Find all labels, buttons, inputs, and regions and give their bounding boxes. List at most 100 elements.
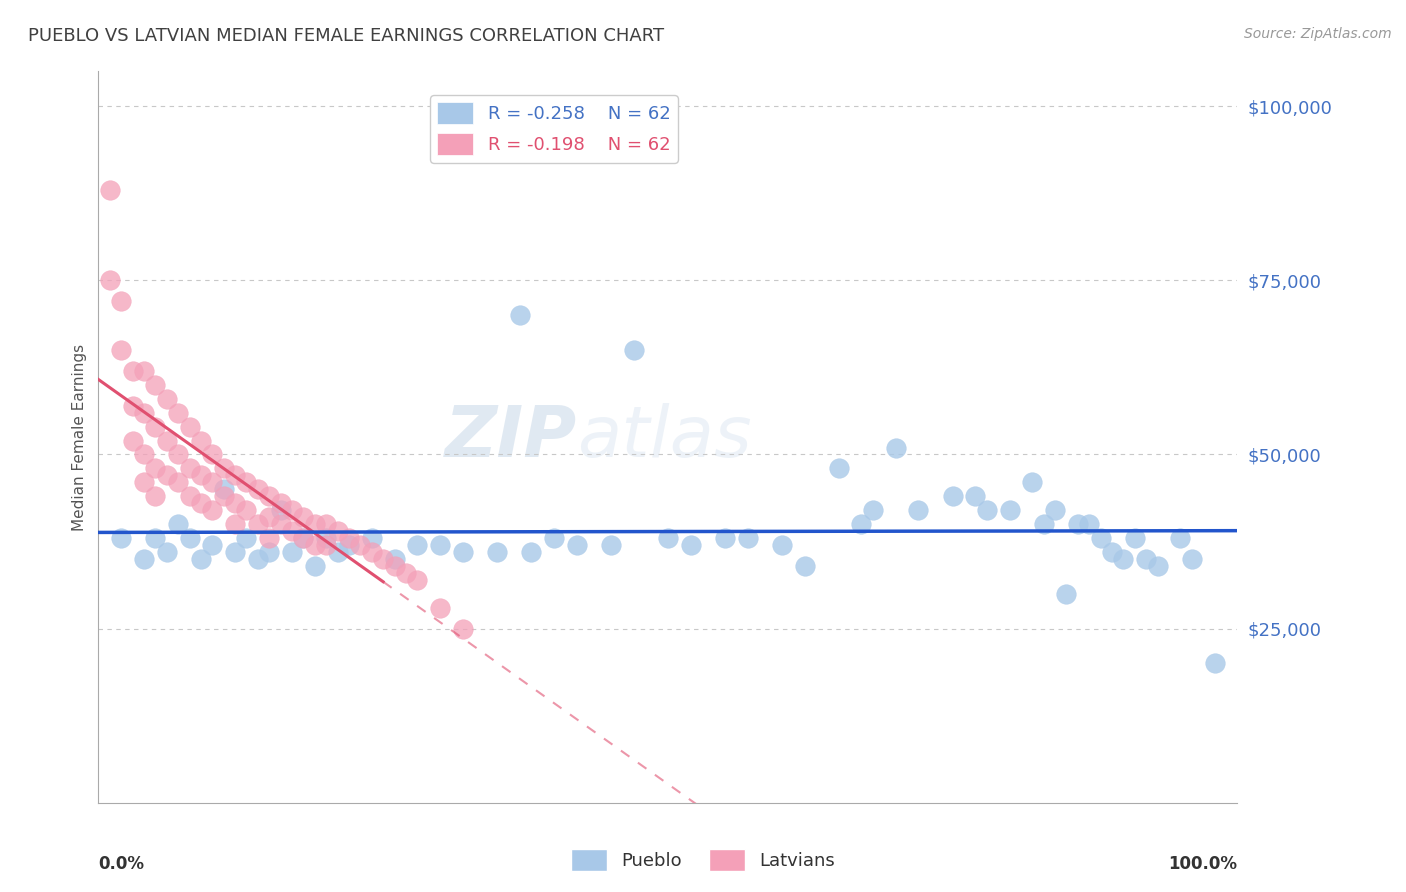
Point [451,545,474,559]
Text: 100.0%: 100.0% [1168,855,1237,873]
Point [315,531,337,545]
Point [862,503,884,517]
Point [965,489,987,503]
Point [1112,552,1135,566]
Point [884,441,907,455]
Point [304,517,326,532]
Point [600,538,623,552]
Point [1021,475,1043,490]
Point [1043,503,1066,517]
Point [942,489,965,503]
Point [201,538,224,552]
Y-axis label: Median Female Earnings: Median Female Earnings [72,343,87,531]
Point [179,531,201,545]
Point [281,545,304,559]
Point [976,503,998,517]
Point [406,573,429,587]
Point [110,294,132,309]
Point [156,468,179,483]
Point [509,308,531,322]
Point [326,545,349,559]
Point [259,531,281,545]
Point [145,461,167,475]
Point [259,489,281,503]
Point [270,496,292,510]
Point [179,489,201,503]
Point [201,503,224,517]
Point [281,503,304,517]
Point [851,517,873,532]
Point [259,510,281,524]
Point [98,273,121,287]
Point [270,503,292,517]
Point [1135,552,1157,566]
Point [1078,517,1101,532]
Point [1090,531,1112,545]
Point [623,343,645,357]
Point [201,475,224,490]
Point [565,538,588,552]
Point [292,531,315,545]
Point [657,531,679,545]
Point [1146,558,1168,573]
Point [429,600,451,615]
Point [212,461,235,475]
Point [360,545,382,559]
Legend: Pueblo, Latvians: Pueblo, Latvians [564,842,842,879]
Point [110,531,132,545]
Point [179,461,201,475]
Point [1204,657,1226,671]
Point [828,461,851,475]
Point [121,434,143,448]
Point [145,377,167,392]
Point [224,468,246,483]
Point [429,538,451,552]
Point [246,517,269,532]
Text: atlas: atlas [576,402,751,472]
Legend: R = -0.258    N = 62, R = -0.198    N = 62: R = -0.258 N = 62, R = -0.198 N = 62 [430,95,678,162]
Point [167,517,190,532]
Point [737,531,759,545]
Point [337,538,360,552]
Point [337,531,360,545]
Point [384,558,406,573]
Point [132,552,155,566]
Point [156,392,179,406]
Point [132,448,155,462]
Text: Source: ZipAtlas.com: Source: ZipAtlas.com [1244,27,1392,41]
Point [145,419,167,434]
Point [1181,552,1204,566]
Point [1067,517,1090,532]
Point [259,545,281,559]
Point [292,510,315,524]
Point [190,552,212,566]
Point [235,503,257,517]
Point [167,406,190,420]
Point [167,448,190,462]
Point [1101,545,1123,559]
Point [714,531,737,545]
Point [224,517,246,532]
Point [246,483,269,497]
Point [98,183,121,197]
Point [110,343,132,357]
Point [907,503,929,517]
Point [1032,517,1054,532]
Point [224,545,246,559]
Point [793,558,815,573]
Point [1170,531,1192,545]
Point [190,496,212,510]
Point [235,531,257,545]
Point [451,622,474,636]
Point [543,531,565,545]
Point [156,545,179,559]
Point [1056,587,1078,601]
Point [121,364,143,378]
Point [304,538,326,552]
Point [486,545,509,559]
Point [770,538,793,552]
Point [132,364,155,378]
Point [315,517,337,532]
Text: PUEBLO VS LATVIAN MEDIAN FEMALE EARNINGS CORRELATION CHART: PUEBLO VS LATVIAN MEDIAN FEMALE EARNINGS… [28,27,664,45]
Point [371,552,394,566]
